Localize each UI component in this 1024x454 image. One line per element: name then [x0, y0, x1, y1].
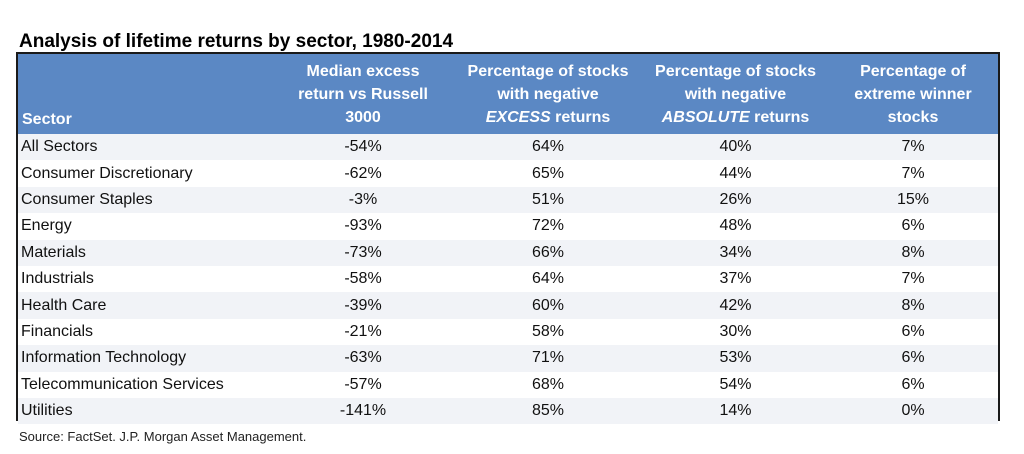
header-line: with negative [497, 85, 599, 103]
header-line: return vs Russell [298, 85, 428, 103]
table-row: Health Care -39% 60% 42% 8% [18, 292, 998, 319]
value-cell: -58% [344, 270, 382, 288]
table-row: Telecommunication Services -57% 68% 54% 6% [18, 371, 998, 398]
value-cell: 14% [719, 402, 752, 420]
table-body: All Sectors -54% 64% 40% 7% Consumer Discreti… [18, 134, 998, 425]
value-cell: -21% [344, 322, 382, 340]
sector-cell: Consumer Discretionary [21, 164, 193, 182]
value-cell: 34% [719, 243, 752, 261]
value-cell: 0% [901, 402, 925, 420]
value-cell: 68% [531, 375, 565, 393]
value-cell: 30% [719, 322, 752, 340]
table-row: Consumer Staples -3% 51% 26% 15% [18, 186, 998, 214]
header-line: returns [749, 108, 810, 126]
table-row: Energy -93% 72% 48% 6% [18, 213, 998, 240]
value-cell: 53% [719, 349, 752, 367]
table-row: Financials -21% 58% 30% 6% [18, 318, 998, 346]
sector-cell: Energy [21, 217, 72, 235]
returns-table: Sector Median excess return vs Russell 3… [16, 52, 1000, 425]
value-cell: -141% [339, 402, 387, 420]
value-cell: -54% [344, 138, 382, 156]
table-header-row: Sector Median excess return vs Russell 3… [18, 54, 998, 134]
header-line: Median excess [306, 62, 420, 80]
value-cell: 60% [531, 296, 565, 314]
value-cell: 44% [719, 164, 752, 182]
value-cell: 8% [901, 243, 925, 261]
table-row: Materials -73% 66% 34% 8% [18, 239, 998, 266]
value-cell: -93% [344, 217, 382, 235]
value-cell: 64% [531, 138, 565, 156]
header-emphasis: EXCESS [485, 108, 551, 126]
header-line: Percentage of stocks [467, 62, 629, 80]
value-cell: 26% [719, 190, 752, 208]
value-cell: 48% [719, 217, 752, 235]
value-cell: -73% [344, 243, 382, 261]
value-cell: 7% [901, 164, 925, 182]
value-cell: 54% [719, 375, 752, 393]
value-cell: 64% [531, 270, 565, 288]
value-cell: 72% [531, 217, 565, 235]
header-line: Percentage of stocks [655, 62, 816, 80]
header-median-excess: Median excess return vs Russell 3000 [273, 54, 453, 134]
sector-cell: Consumer Staples [21, 190, 153, 208]
sector-cell: Telecommunication Services [21, 375, 224, 393]
sector-cell: Financials [21, 322, 94, 340]
value-cell: 37% [719, 270, 752, 288]
header-line: 3000 [345, 108, 381, 126]
value-cell: 6% [901, 217, 925, 235]
sector-cell: Materials [21, 243, 86, 261]
value-cell: -57% [344, 375, 382, 393]
header-line: with negative [684, 85, 787, 103]
table-row: Industrials -58% 64% 37% 7% [18, 265, 998, 293]
sector-cell: Utilities [21, 402, 73, 420]
table-row: Utilities -141% 85% 14% 0% [18, 397, 998, 425]
header-extreme-winners: Percentage of extreme winner stocks [828, 54, 998, 134]
header-sector: Sector [22, 111, 72, 128]
header-line: Percentage of [860, 62, 966, 80]
value-cell: 71% [531, 349, 565, 367]
sector-cell: Industrials [21, 270, 94, 288]
value-cell: 85% [531, 402, 565, 420]
value-cell: 66% [531, 243, 565, 261]
value-cell: 40% [719, 138, 752, 156]
value-cell: -39% [344, 296, 382, 314]
sector-cell: Health Care [21, 296, 107, 314]
value-cell: 6% [901, 349, 925, 367]
header-line: returns [550, 108, 611, 126]
header-line: stocks [887, 108, 939, 126]
value-cell: -62% [344, 164, 382, 182]
value-cell: 6% [901, 322, 925, 340]
sector-cell: All Sectors [21, 138, 98, 156]
source-note: Source: FactSet. J.P. Morgan Asset Manag… [19, 429, 307, 444]
table-title: Analysis of lifetime returns by sector, … [19, 31, 454, 52]
value-cell: 6% [901, 375, 925, 393]
header-line: extreme winner [854, 85, 972, 103]
value-cell: 15% [896, 190, 930, 208]
table-row: Consumer Discretionary -62% 65% 44% 7% [18, 160, 998, 187]
header-negative-excess: Percentage of stocks with negative EXCES… [453, 54, 643, 134]
value-cell: 51% [531, 190, 565, 208]
sector-cell: Information Technology [21, 349, 187, 367]
value-cell: 8% [901, 296, 925, 314]
table-row: Information Technology -63% 71% 53% 6% [18, 345, 998, 372]
value-cell: 58% [531, 322, 565, 340]
value-cell: 65% [531, 164, 565, 182]
header-emphasis: ABSOLUTE [661, 108, 750, 126]
value-cell: -63% [344, 349, 382, 367]
value-cell: 7% [901, 138, 925, 156]
value-cell: 7% [901, 270, 925, 288]
table-row: All Sectors -54% 64% 40% 7% [18, 134, 998, 161]
value-cell: 42% [719, 296, 752, 314]
header-negative-absolute: Percentage of stocks with negative ABSOL… [643, 54, 828, 134]
value-cell: -3% [348, 190, 378, 208]
